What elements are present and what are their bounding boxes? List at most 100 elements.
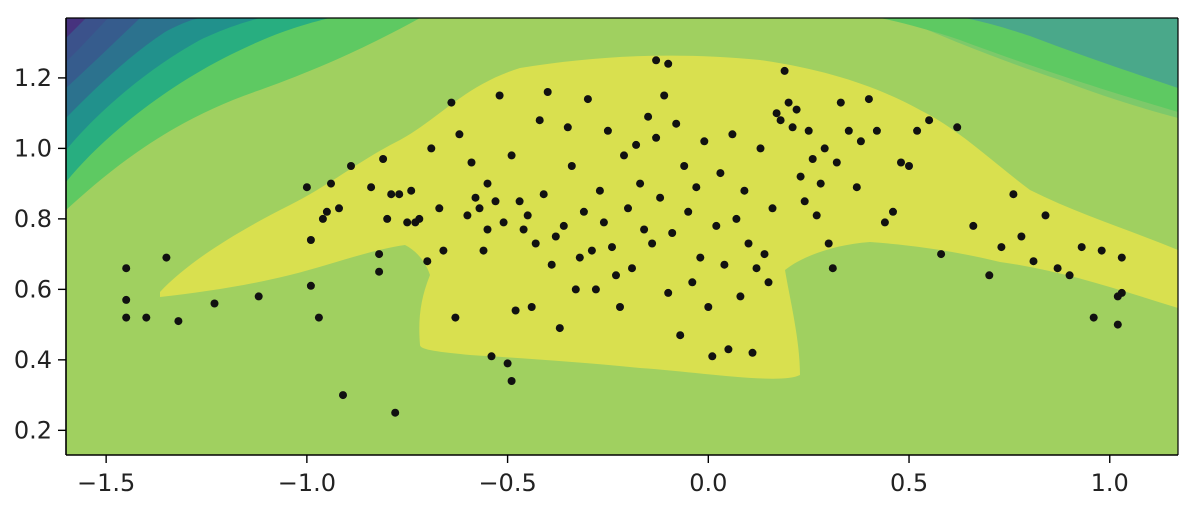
x-tick-label: 0.5 [890,469,928,497]
data-point [539,190,548,199]
data-point [302,183,311,192]
contour-background [66,18,1178,455]
data-point [740,186,749,195]
data-point [804,126,813,135]
data-point [379,155,388,163]
data-point [507,377,516,385]
data-point [800,197,809,206]
data-point [1009,190,1018,199]
data-point [599,218,608,227]
contour-band-7 [66,18,108,62]
data-point [832,158,841,167]
data-point [776,116,785,125]
data-point [836,98,845,107]
data-point [628,264,636,273]
data-point [997,243,1006,252]
data-point [760,250,769,259]
data-point [314,313,323,322]
data-point [780,66,789,75]
data-point [1077,243,1086,252]
data-point [1117,253,1126,262]
data-point [905,162,913,170]
data-point [423,257,432,266]
data-point [696,253,705,262]
data-point [487,352,496,361]
data-point [864,95,873,104]
data-point [844,126,853,135]
data-point [1113,292,1122,301]
data-point [720,260,729,269]
data-point [820,144,829,153]
data-point [856,137,865,146]
data-point [1017,232,1026,241]
data-point [925,116,934,125]
data-point [768,204,777,213]
data-point [395,190,404,199]
data-point [632,140,641,149]
data-point [523,211,532,220]
data-point [620,151,628,160]
data-point [427,144,436,153]
density-yellow-region [160,55,1178,379]
data-point [796,172,805,181]
data-point [391,408,400,417]
data-point [828,264,837,273]
data-point [122,295,131,304]
data-point [872,126,881,135]
contour-band-8 [66,18,86,38]
data-point [559,221,568,230]
data-point [676,331,685,340]
data-point [591,285,600,294]
data-point [142,313,151,322]
data-point [210,299,219,308]
data-point [644,112,653,121]
data-point [1041,211,1050,220]
data-point [471,193,480,202]
data-point [716,169,725,178]
data-point [652,133,661,142]
data-point [752,264,761,273]
data-point [535,116,544,125]
data-point [692,183,701,192]
y-tick-label: 1.0 [14,134,52,162]
data-point [708,352,717,361]
data-point [547,260,556,269]
data-point [1089,313,1098,322]
data-point [652,56,661,65]
data-point [531,239,540,248]
x-tick-label: −0.5 [478,469,536,497]
data-point [1097,246,1106,255]
data-point [567,162,576,170]
data-point [664,59,673,68]
data-point [660,91,669,100]
data-point [162,253,171,262]
data-point [555,324,564,333]
data-point [527,303,536,311]
data-point [612,271,620,280]
data-point [495,91,504,100]
x-tick-label: 0.0 [689,469,727,497]
data-point [985,271,994,280]
data-point [732,214,741,223]
data-point [463,211,472,220]
data-point [375,267,384,276]
data-point [387,190,396,199]
data-point [403,218,412,227]
y-axis-ticks: 0.2 0.4 0.6 0.8 1.0 1.2 [14,64,66,444]
data-point [563,123,572,132]
data-point [335,204,343,213]
data-point [383,214,392,223]
data-point [1029,257,1038,266]
data-point [668,229,677,237]
data-point [579,207,588,216]
data-point [1053,264,1062,273]
data-point [744,239,753,248]
data-point [575,253,584,262]
y-tick-label: 0.2 [14,416,52,444]
data-point [475,204,484,213]
scatter-points [122,56,1126,417]
data-point [680,162,689,170]
data-point [451,313,460,322]
data-point [953,123,962,132]
data-point [467,158,476,167]
